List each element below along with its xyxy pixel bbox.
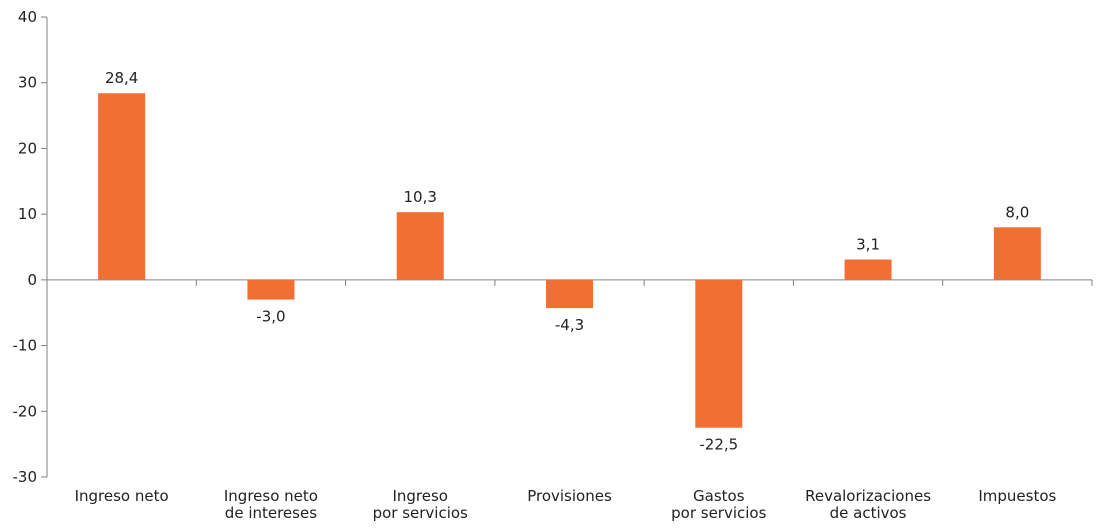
bars (98, 93, 1041, 428)
y-tick-label: -10 (13, 337, 38, 355)
category-label: por servicios (671, 504, 766, 522)
y-tick-label: 0 (27, 271, 37, 289)
category-label: de intereses (225, 504, 317, 522)
data-label: -3,0 (256, 308, 285, 326)
category-label: Ingreso (392, 487, 448, 505)
bar (844, 259, 892, 280)
data-label: -4,3 (555, 316, 584, 334)
category-label: Revalorizaciones (805, 487, 931, 505)
y-tick-label: -20 (13, 402, 38, 420)
y-tick-label: 30 (18, 74, 37, 92)
data-label: 28,4 (105, 69, 138, 87)
y-axis: 40 30 20 10 0 -10 -20 -30 (13, 8, 48, 486)
category-label: de activos (830, 504, 907, 522)
category-label: Provisiones (527, 487, 612, 505)
data-label: -22,5 (699, 436, 738, 454)
category-label: Ingreso neto (224, 487, 318, 505)
y-tick-label: 40 (18, 8, 37, 26)
bar (247, 279, 295, 300)
category-label: por servicios (373, 504, 468, 522)
bar (993, 227, 1041, 280)
bar (98, 93, 146, 280)
data-label: 10,3 (404, 188, 437, 206)
category-label: Ingreso neto (75, 487, 169, 505)
category-label: Gastos (693, 487, 745, 505)
data-label: 3,1 (856, 235, 880, 253)
bar (396, 212, 444, 280)
y-tick-label: 20 (18, 139, 37, 157)
y-tick-label: 10 (18, 205, 37, 223)
category-label: Impuestos (978, 487, 1056, 505)
y-tick-label: -30 (13, 468, 38, 486)
bar (546, 279, 593, 309)
data-labels: 28,4 -3,0 10,3 -4,3 -22,5 3,1 8,0 (105, 69, 1029, 453)
bar (695, 279, 743, 428)
data-label: 8,0 (1005, 203, 1029, 221)
